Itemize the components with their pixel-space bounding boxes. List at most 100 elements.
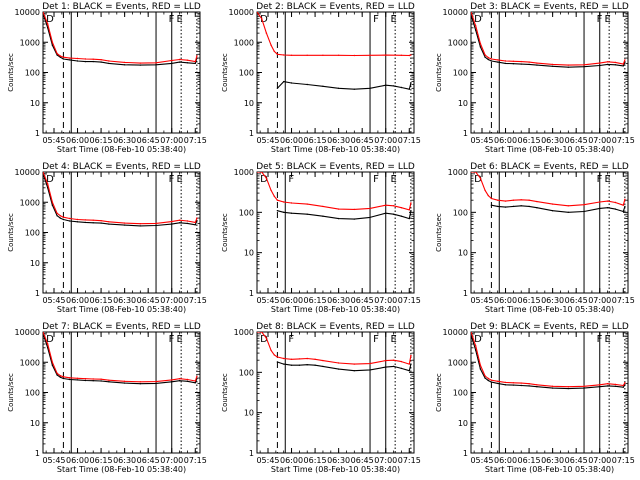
marker-label: F bbox=[169, 14, 175, 25]
events-point bbox=[528, 385, 530, 387]
y-tick-label: 1000 bbox=[234, 38, 254, 47]
events-point bbox=[551, 387, 554, 389]
events-point bbox=[108, 62, 110, 65]
plot-frame bbox=[42, 331, 201, 454]
events-point bbox=[487, 58, 489, 61]
lld-point bbox=[47, 343, 49, 345]
events-point bbox=[51, 44, 54, 46]
marker-label: E bbox=[390, 174, 396, 185]
lld-point bbox=[400, 54, 403, 56]
events-point bbox=[62, 377, 65, 380]
lld-point bbox=[108, 221, 110, 223]
events-point bbox=[108, 381, 110, 383]
marker-label: D bbox=[260, 174, 268, 185]
y-tick-label: 10000 bbox=[15, 8, 40, 17]
y-tick-label: 100 bbox=[239, 208, 254, 217]
marker-label: E bbox=[604, 174, 610, 185]
x-axis-title: Start Time (08-Feb-10 05:38:40) bbox=[485, 145, 614, 154]
detector-panel: Det 6: BLACK = Events, RED = LLD 1 10 100 10… bbox=[435, 162, 635, 314]
lld-point bbox=[196, 217, 198, 219]
lld-point bbox=[512, 382, 515, 384]
lld-point bbox=[84, 58, 87, 60]
marker-label: F bbox=[373, 334, 379, 345]
y-tick-label: 10 bbox=[30, 99, 40, 108]
events-point bbox=[194, 382, 196, 384]
lld-point bbox=[520, 382, 522, 384]
lld-point bbox=[270, 349, 272, 352]
lld-point bbox=[484, 54, 486, 56]
events-point bbox=[479, 46, 482, 48]
lld-point bbox=[520, 60, 522, 63]
lld-point bbox=[100, 378, 102, 380]
y-tick-label: 100 bbox=[453, 389, 468, 398]
events-point bbox=[614, 208, 617, 210]
lld-point bbox=[385, 359, 387, 362]
lld-point bbox=[551, 203, 554, 205]
lld-point bbox=[273, 354, 275, 356]
lld-point bbox=[385, 54, 387, 56]
lld-point bbox=[69, 377, 71, 379]
y-tick-label: 1 bbox=[463, 289, 468, 298]
events-point bbox=[599, 207, 601, 210]
detector-panel: Det 2: BLACK = Events, RED = LLD 1 10 100 10… bbox=[221, 2, 421, 154]
events-point bbox=[484, 377, 486, 379]
marker-label: D bbox=[260, 334, 268, 345]
x-tick-label: 07:00 bbox=[160, 296, 183, 305]
lld-point bbox=[196, 55, 198, 57]
lld-point bbox=[171, 220, 173, 223]
x-tick-label: 05:45 bbox=[42, 136, 65, 145]
lld-point bbox=[408, 209, 410, 211]
events-point bbox=[92, 222, 94, 224]
series-lld bbox=[257, 332, 412, 365]
marker-label: E bbox=[176, 334, 182, 345]
lld-point bbox=[196, 375, 198, 378]
events-point bbox=[322, 85, 324, 88]
lld-point bbox=[471, 12, 472, 13]
lld-point bbox=[257, 172, 258, 173]
series-events bbox=[471, 14, 626, 68]
plot-frame bbox=[256, 171, 415, 294]
marker-label: D bbox=[46, 174, 54, 185]
lld-point bbox=[47, 183, 49, 185]
events-point bbox=[622, 386, 624, 388]
events-point bbox=[567, 211, 569, 213]
events-point bbox=[392, 365, 395, 368]
lld-point bbox=[369, 207, 371, 210]
lld-point bbox=[624, 59, 626, 61]
lld-point bbox=[551, 63, 554, 66]
lld-point bbox=[261, 172, 263, 173]
plot-frame bbox=[470, 331, 629, 454]
events-point bbox=[583, 387, 585, 389]
events-point bbox=[622, 65, 624, 67]
y-tick-label: 100 bbox=[25, 389, 40, 398]
lld-point bbox=[599, 384, 601, 386]
events-point bbox=[56, 215, 58, 217]
marker-label: E bbox=[390, 334, 396, 345]
lld-point bbox=[536, 200, 538, 203]
x-axis-title: Start Time (08-Feb-10 05:38:40) bbox=[57, 465, 186, 474]
events-point bbox=[62, 218, 65, 221]
events-point bbox=[400, 86, 403, 89]
events-point bbox=[385, 366, 387, 368]
events-point bbox=[92, 380, 94, 382]
lld-point bbox=[84, 378, 87, 380]
lld-point bbox=[622, 63, 624, 65]
lld-point bbox=[76, 218, 79, 221]
events-point bbox=[69, 220, 71, 222]
lld-point bbox=[171, 379, 173, 381]
events-point bbox=[408, 370, 410, 372]
lld-point bbox=[528, 199, 530, 201]
lld-point bbox=[62, 376, 65, 378]
x-tick-label: 07:15 bbox=[184, 296, 207, 305]
events-point bbox=[583, 210, 585, 213]
marker-label: E bbox=[604, 334, 610, 345]
lld-point bbox=[497, 59, 499, 61]
x-axis-title: Start Time (08-Feb-10 05:38:40) bbox=[271, 145, 400, 154]
events-point bbox=[490, 204, 493, 206]
lld-point bbox=[186, 378, 189, 381]
events-point bbox=[622, 210, 624, 213]
events-point bbox=[369, 369, 371, 371]
events-point bbox=[100, 380, 102, 382]
y-axis-title: Counts/sec bbox=[435, 53, 443, 92]
events-point bbox=[337, 87, 340, 90]
